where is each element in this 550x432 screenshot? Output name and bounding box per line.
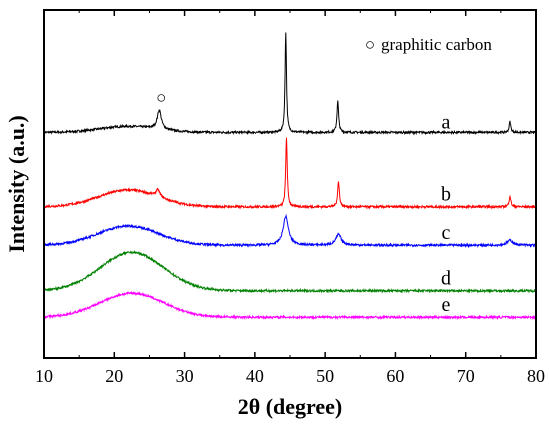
- series-line-c: [43, 213, 537, 249]
- x-tick-label: 20: [105, 366, 123, 386]
- x-tick-label: 70: [457, 366, 475, 386]
- legend-label: graphitic carbon: [381, 35, 492, 54]
- series-label-a: a: [442, 112, 451, 134]
- x-tick-labels: 10 20 30 40 50 60 70 80: [35, 366, 545, 386]
- series-label-c: c: [442, 222, 451, 244]
- x-tick-label: 30: [176, 366, 194, 386]
- axis-ticks: [43, 10, 537, 358]
- x-tick-label: 50: [316, 366, 334, 386]
- x-tick-label: 10: [35, 366, 53, 386]
- x-tick-label: 40: [246, 366, 264, 386]
- series-line-b: [43, 137, 537, 210]
- legend: ○ graphitic carbon: [365, 35, 493, 54]
- y-axis-title: Intensity (a.u.): [4, 115, 29, 253]
- series-label-e: e: [442, 294, 451, 316]
- series-line-e: [43, 290, 537, 321]
- series-labels: a bc de: [441, 112, 451, 316]
- series-line-a: [43, 32, 537, 136]
- series-label-b: b: [441, 184, 451, 206]
- graphitic-carbon-marker-icon: ○: [365, 35, 375, 54]
- x-tick-label: 60: [386, 366, 404, 386]
- x-axis-title: 2θ (degree): [238, 394, 343, 419]
- plot-series: [43, 32, 537, 321]
- series-label-d: d: [441, 268, 451, 290]
- series-line-d: [43, 250, 537, 294]
- graphitic-carbon-peak-marker: ○: [156, 88, 166, 107]
- plot-frame: [43, 9, 537, 359]
- x-tick-label: 80: [527, 366, 545, 386]
